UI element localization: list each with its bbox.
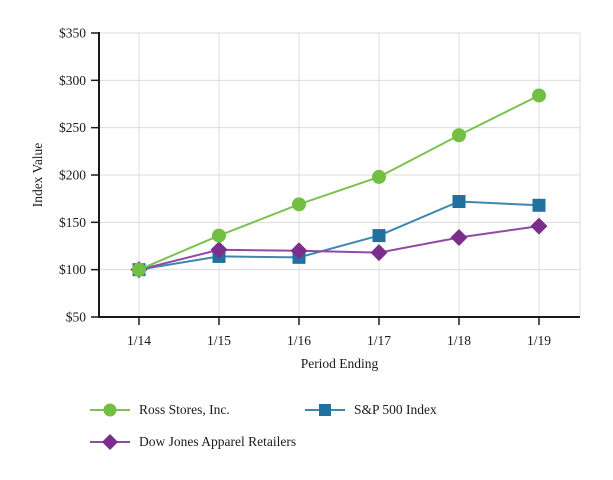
series-circle — [132, 88, 546, 277]
y-tick-label: $200 — [59, 168, 86, 183]
legend-marker-shape — [103, 403, 117, 417]
legend-circle-marker-icon — [90, 403, 130, 417]
legend-label: Ross Stores, Inc. — [139, 402, 230, 417]
series-line — [138, 200, 540, 271]
data-point-circle — [452, 128, 466, 143]
x-tick-label: 1/16 — [287, 333, 311, 348]
x-axis-title: Period Ending — [300, 356, 379, 371]
y-tick-label: $300 — [59, 73, 86, 88]
data-point-circle — [372, 169, 386, 184]
legend-marker-shape — [102, 434, 118, 450]
x-tick-label: 1/14 — [127, 333, 151, 348]
legend-label: Dow Jones Apparel Retailers — [139, 434, 297, 449]
legend-label: S&P 500 Index — [354, 402, 437, 417]
data-point-circle — [292, 197, 306, 212]
y-tick-label: $350 — [59, 26, 86, 41]
data-point-diamond — [290, 242, 308, 260]
x-tick-label: 1/15 — [207, 333, 231, 348]
data-point-diamond — [450, 228, 468, 246]
series-line — [138, 94, 540, 271]
y-tick-label: $250 — [59, 120, 86, 135]
x-tick-label: 1/18 — [447, 333, 471, 348]
y-tick-label: $150 — [59, 215, 86, 230]
data-point-circle — [212, 228, 226, 243]
x-tick-label: 1/17 — [367, 333, 391, 348]
legend-square-marker-icon — [305, 404, 345, 416]
legend-diamond-marker-icon — [90, 434, 130, 450]
data-point-circle — [532, 88, 546, 103]
y-tick-label: $100 — [59, 262, 86, 277]
series-line — [138, 225, 540, 271]
series-diamond — [130, 217, 548, 279]
data-point-square — [452, 195, 466, 209]
x-tick-label: 1/19 — [527, 333, 551, 348]
series-square — [132, 195, 546, 277]
legend-marker-shape — [319, 404, 331, 416]
data-point-square — [372, 229, 386, 243]
data-point-circle — [132, 262, 146, 277]
legend-item-dow-jones-apparel: Dow Jones Apparel Retailers — [90, 433, 296, 451]
legend-item-sp500: S&P 500 Index — [305, 401, 437, 419]
data-point-square — [532, 198, 546, 212]
performance-line-chart: $50 $100 $150 $200 $250 $300 $350 1/14 1/15 1/16 1… — [59, 26, 581, 348]
y-tick-label: $50 — [66, 310, 87, 325]
y-axis-title: Index Value — [30, 142, 45, 208]
data-point-diamond — [370, 244, 388, 262]
data-point-diamond — [530, 217, 548, 235]
data-point-diamond — [210, 241, 228, 259]
legend-item-ross-stores: Ross Stores, Inc. — [90, 401, 230, 419]
